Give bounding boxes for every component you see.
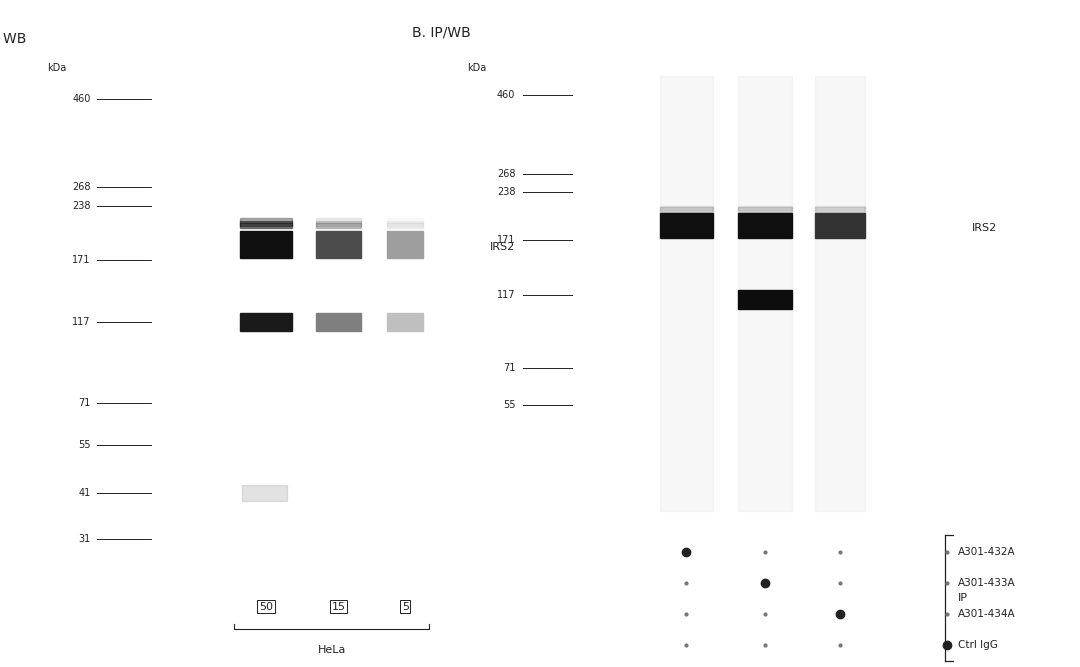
Text: A. WB: A. WB — [0, 33, 26, 47]
Text: 460: 460 — [497, 91, 515, 101]
Text: A301-434A: A301-434A — [958, 609, 1016, 619]
Text: 31: 31 — [79, 534, 91, 544]
Text: 71: 71 — [79, 398, 91, 408]
Text: 15: 15 — [332, 602, 346, 612]
Bar — [241, 231, 292, 258]
Text: kDa: kDa — [468, 63, 487, 73]
Bar — [660, 76, 713, 511]
Text: 268: 268 — [497, 169, 515, 179]
Text: 71: 71 — [503, 363, 515, 373]
Text: 55: 55 — [78, 440, 91, 450]
Bar — [316, 231, 362, 258]
Bar — [242, 486, 287, 500]
Text: 41: 41 — [79, 488, 91, 498]
Text: A301-432A: A301-432A — [958, 547, 1016, 557]
Text: Ctrl IgG: Ctrl IgG — [958, 640, 998, 650]
Bar — [660, 213, 713, 238]
Text: kDa: kDa — [48, 63, 67, 73]
Text: 238: 238 — [497, 187, 515, 197]
Bar — [241, 223, 292, 228]
Bar — [660, 205, 713, 210]
Text: IP: IP — [958, 594, 968, 604]
Bar — [316, 313, 362, 331]
Bar — [738, 213, 792, 238]
Text: 171: 171 — [72, 255, 91, 265]
Bar — [241, 221, 292, 225]
Bar — [387, 221, 423, 225]
Text: A301-433A: A301-433A — [958, 578, 1016, 588]
Text: HeLa: HeLa — [318, 644, 346, 654]
Bar — [738, 205, 792, 210]
Bar — [814, 205, 865, 210]
Text: 117: 117 — [497, 290, 515, 300]
Text: 268: 268 — [72, 182, 91, 192]
Bar — [387, 313, 423, 331]
Text: 55: 55 — [503, 400, 515, 410]
Bar — [660, 207, 713, 211]
Text: IRS2: IRS2 — [972, 223, 997, 233]
Bar — [316, 221, 362, 225]
Text: 460: 460 — [72, 94, 91, 104]
Text: 238: 238 — [72, 201, 91, 211]
Bar — [738, 207, 792, 211]
Bar — [814, 76, 865, 511]
Bar — [387, 231, 423, 258]
Bar — [814, 207, 865, 211]
Bar — [316, 218, 362, 223]
Bar — [316, 223, 362, 228]
Bar — [387, 223, 423, 228]
Text: 117: 117 — [72, 317, 91, 327]
Text: 5: 5 — [402, 602, 408, 612]
Bar — [814, 213, 865, 238]
Bar — [241, 313, 292, 331]
Text: 50: 50 — [259, 602, 273, 612]
Bar — [738, 289, 792, 309]
Bar — [738, 76, 792, 511]
Text: IRS2: IRS2 — [490, 242, 515, 252]
Bar — [241, 218, 292, 223]
Text: B. IP/WB: B. IP/WB — [411, 25, 471, 39]
Text: 171: 171 — [497, 235, 515, 245]
Bar — [387, 218, 423, 223]
